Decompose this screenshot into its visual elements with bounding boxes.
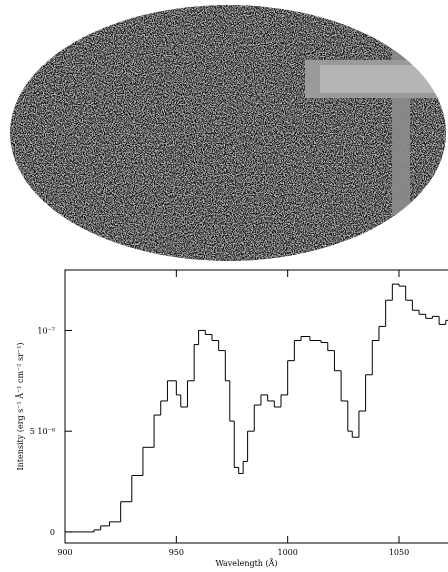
x-tick-label: 1050 [389, 548, 409, 557]
y-tick-label: 10⁻⁷ [37, 326, 55, 335]
x-tick-label: 950 [169, 548, 184, 557]
spectrum-plot: 900 950 1000 1050 0 5 10⁻⁸ 10⁻⁷ Wavelength (Å) I… [16, 269, 448, 568]
plot-frame [64, 269, 448, 544]
sky-map [10, 5, 446, 261]
x-tick-label: 1000 [277, 548, 297, 557]
x-tick-label: 900 [57, 548, 72, 557]
y-tick-label: 5 10⁻⁸ [30, 427, 55, 436]
x-axis-label: Wavelength (Å) [215, 559, 277, 568]
y-tick-label: 0 [50, 528, 55, 537]
y-axis-label: Intensity (erg s⁻¹ Å⁻¹ cm⁻² sr⁻¹) [16, 342, 25, 470]
